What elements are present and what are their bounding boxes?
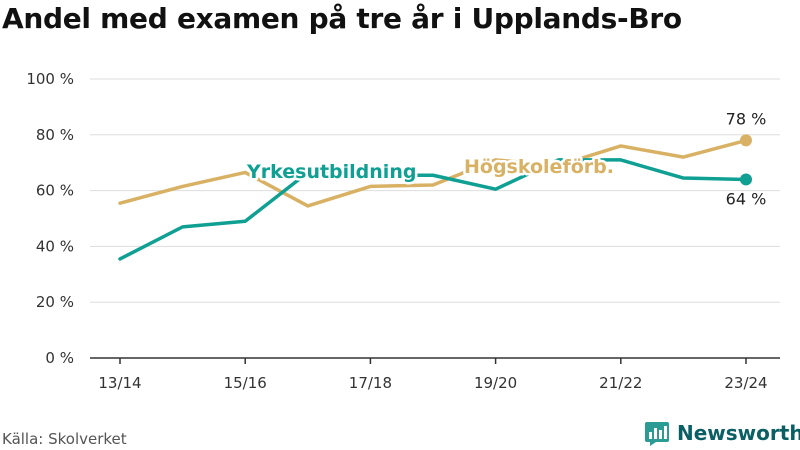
newsworthy-logo-icon — [645, 422, 669, 446]
series-endpoint-0 — [740, 173, 752, 186]
x-tick-label: 15/16 — [224, 374, 267, 392]
series-lines — [118, 134, 752, 261]
gridlines — [90, 78, 780, 303]
series-endpoint-1 — [740, 134, 752, 147]
y-tick-label: 100 % — [26, 70, 74, 88]
y-tick-label: 40 % — [36, 237, 74, 255]
series-end-value-label: 78 % — [726, 109, 767, 128]
brand-name: Newsworthy — [677, 421, 800, 445]
y-axis-ticks: 0 % 20 % 40 % 60 % 80 % 100 % — [26, 70, 74, 367]
y-tick-label: 0 % — [45, 349, 74, 367]
series-name-label: Högskoleförb. — [464, 156, 614, 178]
source-note: Källa: Skolverket — [2, 430, 127, 448]
brand-logo: Newsworthy — [644, 420, 800, 446]
x-tick-label: 21/22 — [599, 374, 642, 392]
y-tick-label: 60 % — [36, 182, 74, 200]
series-end-value-label: 64 % — [726, 189, 767, 208]
x-tick-label: 13/14 — [98, 374, 141, 392]
series-name-label: Yrkesutbildning — [246, 161, 416, 183]
y-tick-label: 20 % — [36, 293, 74, 311]
x-tick-label: 23/24 — [724, 374, 767, 392]
series-line-1 — [118, 138, 748, 208]
x-axis: 13/14 15/16 17/18 19/20 21/22 23/24 — [90, 357, 780, 392]
series-line-0 — [118, 158, 748, 261]
y-tick-label: 80 % — [36, 126, 74, 144]
x-tick-label: 19/20 — [474, 374, 517, 392]
x-tick-label: 17/18 — [349, 374, 392, 392]
series-labels: Yrkesutbildning 64 % Högskoleförb. 78 % — [244, 109, 767, 208]
chart-title: Andel med examen på tre år i Upplands-Br… — [2, 2, 682, 35]
